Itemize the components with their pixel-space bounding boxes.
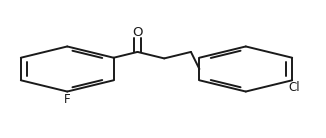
Text: O: O — [132, 26, 143, 39]
Text: F: F — [64, 93, 70, 106]
Text: Cl: Cl — [288, 81, 300, 94]
